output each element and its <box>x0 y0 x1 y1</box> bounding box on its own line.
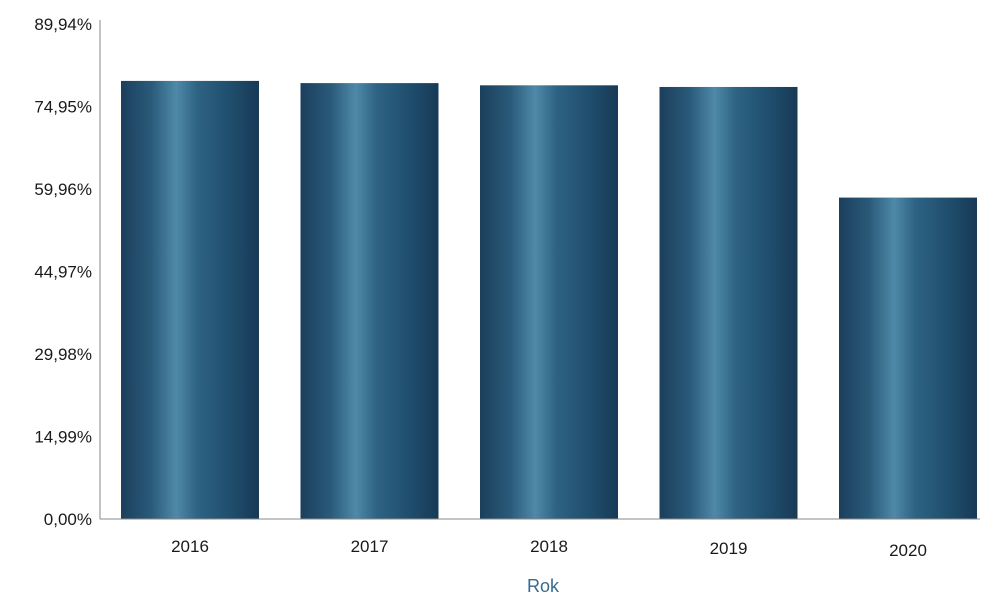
y-tick-label: 44,97% <box>34 263 92 282</box>
y-tick-label: 89,94% <box>34 15 92 34</box>
y-tick-label: 74,95% <box>34 98 92 117</box>
x-tick-labels: 2016 2017 2018 2019 2020 <box>171 537 927 560</box>
x-tick-label: 2019 <box>710 539 748 558</box>
bar-2019 <box>659 86 798 519</box>
y-tick-label: 59,96% <box>34 180 92 199</box>
bar-2020 <box>839 197 977 519</box>
bar-2016 <box>121 80 259 520</box>
x-tick-label: 2020 <box>889 541 927 560</box>
y-tick-labels: 0,00% 14,99% 29,98% 44,97% 59,96% 74,95% 89,94… <box>34 15 92 529</box>
bars-group <box>121 80 977 520</box>
y-tick-label: 0,00% <box>44 510 92 529</box>
y-tick-label: 29,98% <box>34 345 92 364</box>
x-tick-label: 2017 <box>351 537 389 556</box>
x-axis-label: Rok <box>527 576 560 596</box>
bar-2017 <box>300 83 439 519</box>
y-tick-label: 14,99% <box>34 428 92 447</box>
x-tick-label: 2016 <box>171 537 209 556</box>
x-tick-label: 2018 <box>530 537 568 556</box>
bar-2018 <box>480 85 618 519</box>
